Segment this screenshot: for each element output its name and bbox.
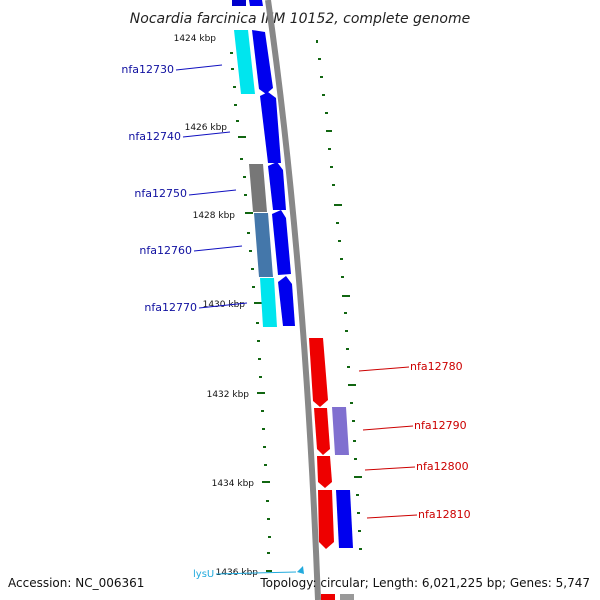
blue-band (336, 490, 353, 548)
feature-lysU: lysU (193, 566, 304, 580)
feature-leader-line (215, 571, 297, 575)
steel-band (254, 213, 273, 277)
gene-label-nfa12770[interactable]: nfa12770 (144, 301, 197, 314)
cyan-band (260, 278, 277, 327)
gene-arrow-nfa12780 (309, 338, 328, 407)
gene-arrow-nfa12730 (252, 30, 273, 94)
feature-marker (297, 566, 304, 574)
gene-label-nfa12760[interactable]: nfa12760 (139, 244, 192, 257)
gray-band (340, 594, 354, 600)
gene-arrow-nfa12760 (272, 210, 291, 275)
gene-label-nfa12730[interactable]: nfa12730 (121, 63, 174, 76)
tick-label: 1428 kbp (193, 211, 236, 221)
tick-label: 1434 kbp (212, 479, 255, 489)
leader-lines-left (175, 64, 248, 309)
tick-label: 1432 kbp (207, 390, 250, 400)
gene-label-nfa12750[interactable]: nfa12750 (134, 187, 187, 200)
gene-label-nfa12810[interactable]: nfa12810 (418, 508, 471, 521)
gene-arrow-nfa12810 (318, 490, 334, 549)
cyan-band (234, 30, 255, 94)
map-title: Nocardia farcinica IFM 10152, complete g… (130, 11, 470, 27)
gene-label-nfa12740[interactable]: nfa12740 (128, 130, 181, 143)
gray-band (249, 164, 267, 212)
gene-arrow-bottom (321, 594, 335, 600)
gene-label-nfa12790[interactable]: nfa12790 (414, 419, 467, 432)
gene-arrow-nfa12770 (278, 276, 295, 326)
forward-genes (249, 0, 295, 326)
gene-labels-left: nfa12730 nfa12740 nfa12750 nfa12760 nfa1… (121, 63, 197, 314)
tick-label: 1424 kbp (174, 34, 217, 44)
leader-lines-right (358, 366, 418, 519)
gene-label-nfa12780[interactable]: nfa12780 (410, 360, 463, 373)
feature-label-lysU[interactable]: lysU (193, 569, 214, 580)
annotation-bands-right (332, 407, 354, 600)
purple-band (332, 407, 349, 455)
genome-summary-text: Topology: circular; Length: 6,021,225 bp… (259, 576, 590, 590)
annotation-bands-left (232, 0, 277, 327)
gene-labels-right: nfa12780 nfa12790 nfa12800 nfa12810 (410, 360, 471, 521)
accession-text: Accession: NC_006361 (8, 576, 144, 590)
gene-label-nfa12800[interactable]: nfa12800 (416, 460, 469, 473)
tick-marks-right (316, 40, 362, 550)
gene-arrow-nfa12790 (314, 408, 330, 455)
genome-backbone (265, 0, 321, 600)
blue-band (232, 0, 246, 6)
tick-label: 1426 kbp (185, 123, 228, 133)
gene-arrow-nfa12800 (317, 456, 332, 488)
reverse-genes (309, 338, 335, 600)
gene-arrow-nfa12740 (260, 92, 281, 163)
gene-arrow-top (249, 0, 263, 6)
gene-arrow-nfa12750 (268, 162, 286, 210)
